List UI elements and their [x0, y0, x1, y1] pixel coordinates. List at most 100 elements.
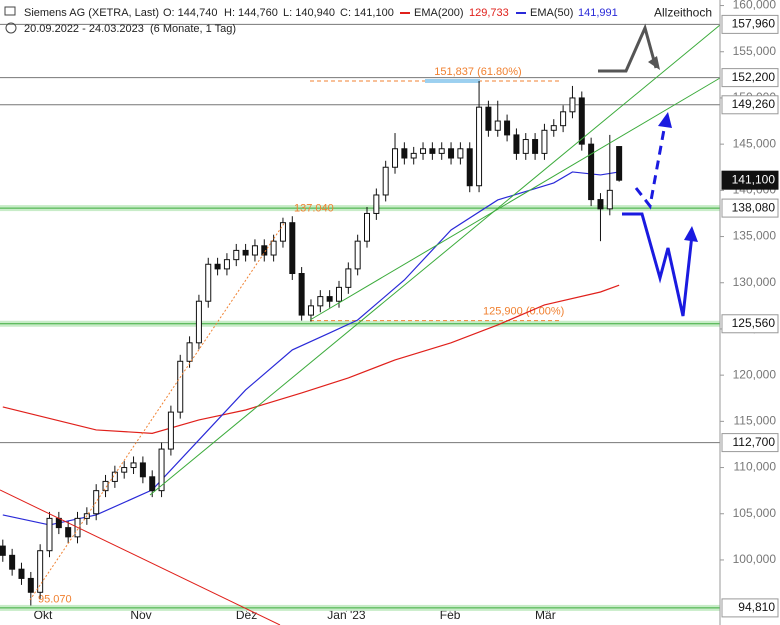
x-tick-label: Mär [535, 608, 556, 622]
level-label-box [721, 433, 779, 453]
candle-body [438, 148, 445, 154]
arrow-head [648, 56, 660, 70]
ema-line [2, 171, 620, 526]
level-label-box [721, 598, 779, 618]
candle-body [307, 305, 314, 316]
candle-body [457, 148, 464, 159]
level-label-box [721, 170, 779, 190]
candle-body [560, 111, 567, 127]
candle-body [373, 194, 380, 214]
annotation: 151,837 (61.80%) [434, 66, 521, 78]
candle-body [335, 286, 342, 302]
candle-body [121, 467, 128, 473]
legend-label: EMA(200) [414, 7, 464, 19]
y-tick-label: 135,000 [733, 229, 777, 243]
candle-body [476, 106, 483, 187]
y-tick-label: 100,000 [733, 552, 777, 566]
candle-body [111, 471, 118, 482]
candle-body [289, 222, 296, 275]
candle-body [177, 360, 184, 413]
trend-line [149, 24, 721, 496]
candle-body [46, 517, 53, 552]
candle-body [158, 448, 165, 492]
y-tick-label: 160,000 [733, 0, 777, 12]
candle-body [9, 554, 16, 570]
level-label: 157,960 [732, 17, 776, 31]
candle-body [448, 148, 455, 159]
level-label: 94,810 [738, 600, 775, 614]
candle-body [270, 240, 277, 256]
y-tick-label: 145,000 [733, 136, 777, 150]
candle-body [317, 296, 324, 307]
x-tick-label: Jan '23 [327, 608, 366, 622]
level-label: 141,100 [732, 172, 776, 186]
downtrend-line [0, 489, 281, 625]
candle-body [65, 527, 72, 538]
legend-label: EMA(50) [530, 7, 573, 19]
y-tick-label: 120,000 [733, 367, 777, 381]
candle-body [606, 189, 613, 210]
level-label: 125,560 [732, 316, 776, 330]
candle-body [37, 550, 44, 593]
level-label-box [721, 68, 779, 88]
candle-body [0, 545, 6, 556]
candle-body [205, 263, 212, 302]
ema-line [2, 284, 620, 434]
x-tick-label: Okt [34, 608, 53, 622]
icon [4, 6, 16, 16]
candle-body [354, 240, 361, 270]
candle-body [261, 245, 268, 256]
candle-body [298, 273, 305, 316]
candle-body [532, 139, 539, 154]
y-tick-label: 110,000 [734, 460, 777, 474]
candle-body [364, 212, 371, 242]
candle-body [233, 249, 240, 261]
candle-body [251, 245, 258, 256]
icon [5, 22, 17, 34]
candle-body [392, 148, 399, 168]
level-label: 152,200 [732, 70, 776, 84]
candle-body [167, 411, 174, 450]
level-label-box [721, 314, 779, 334]
candle-body [550, 125, 557, 131]
scenario-arrow [622, 212, 694, 317]
level-label: 138,080 [732, 200, 776, 214]
candle-body [401, 148, 408, 159]
candle-body [485, 106, 492, 131]
level-label-box [721, 14, 779, 34]
level-label: 149,260 [732, 97, 776, 111]
candle-body [93, 490, 100, 515]
x-tick-label: Feb [440, 608, 461, 622]
candle-body [149, 476, 156, 492]
trend-line [309, 77, 721, 321]
ohlc: L: 140,940 [283, 7, 335, 19]
candle-body [513, 134, 520, 154]
arrow-head [684, 226, 698, 242]
candle-body [410, 152, 417, 159]
candle-body [429, 148, 436, 154]
annotation: Allzeithoch [654, 6, 712, 20]
annotation: 95.070 [38, 593, 72, 605]
y-tick-label: 155,000 [733, 44, 777, 58]
period-note: (6 Monate, 1 Tag) [150, 23, 236, 35]
level-label: 112,700 [733, 435, 776, 449]
ohlc: O: 144,740 [163, 7, 217, 19]
candle-body [420, 148, 427, 154]
candle-body [326, 296, 333, 302]
candle-body [494, 120, 501, 131]
scenario-arrow [634, 123, 667, 210]
legend-value: 129,733 [469, 7, 509, 19]
candle-body [578, 97, 585, 145]
fib-marker [425, 78, 480, 83]
chart-title: Siemens AG (XETRA, Last) [24, 7, 159, 19]
level-label-box [721, 198, 779, 218]
level-label-box [721, 95, 779, 115]
candle-body [186, 342, 193, 362]
candle-body [466, 148, 473, 187]
y-tick-label: 130,000 [733, 275, 777, 289]
candle-body [18, 568, 25, 579]
y-tick-label: 105,000 [733, 506, 777, 520]
ohlc: H: 144,760 [224, 7, 278, 19]
